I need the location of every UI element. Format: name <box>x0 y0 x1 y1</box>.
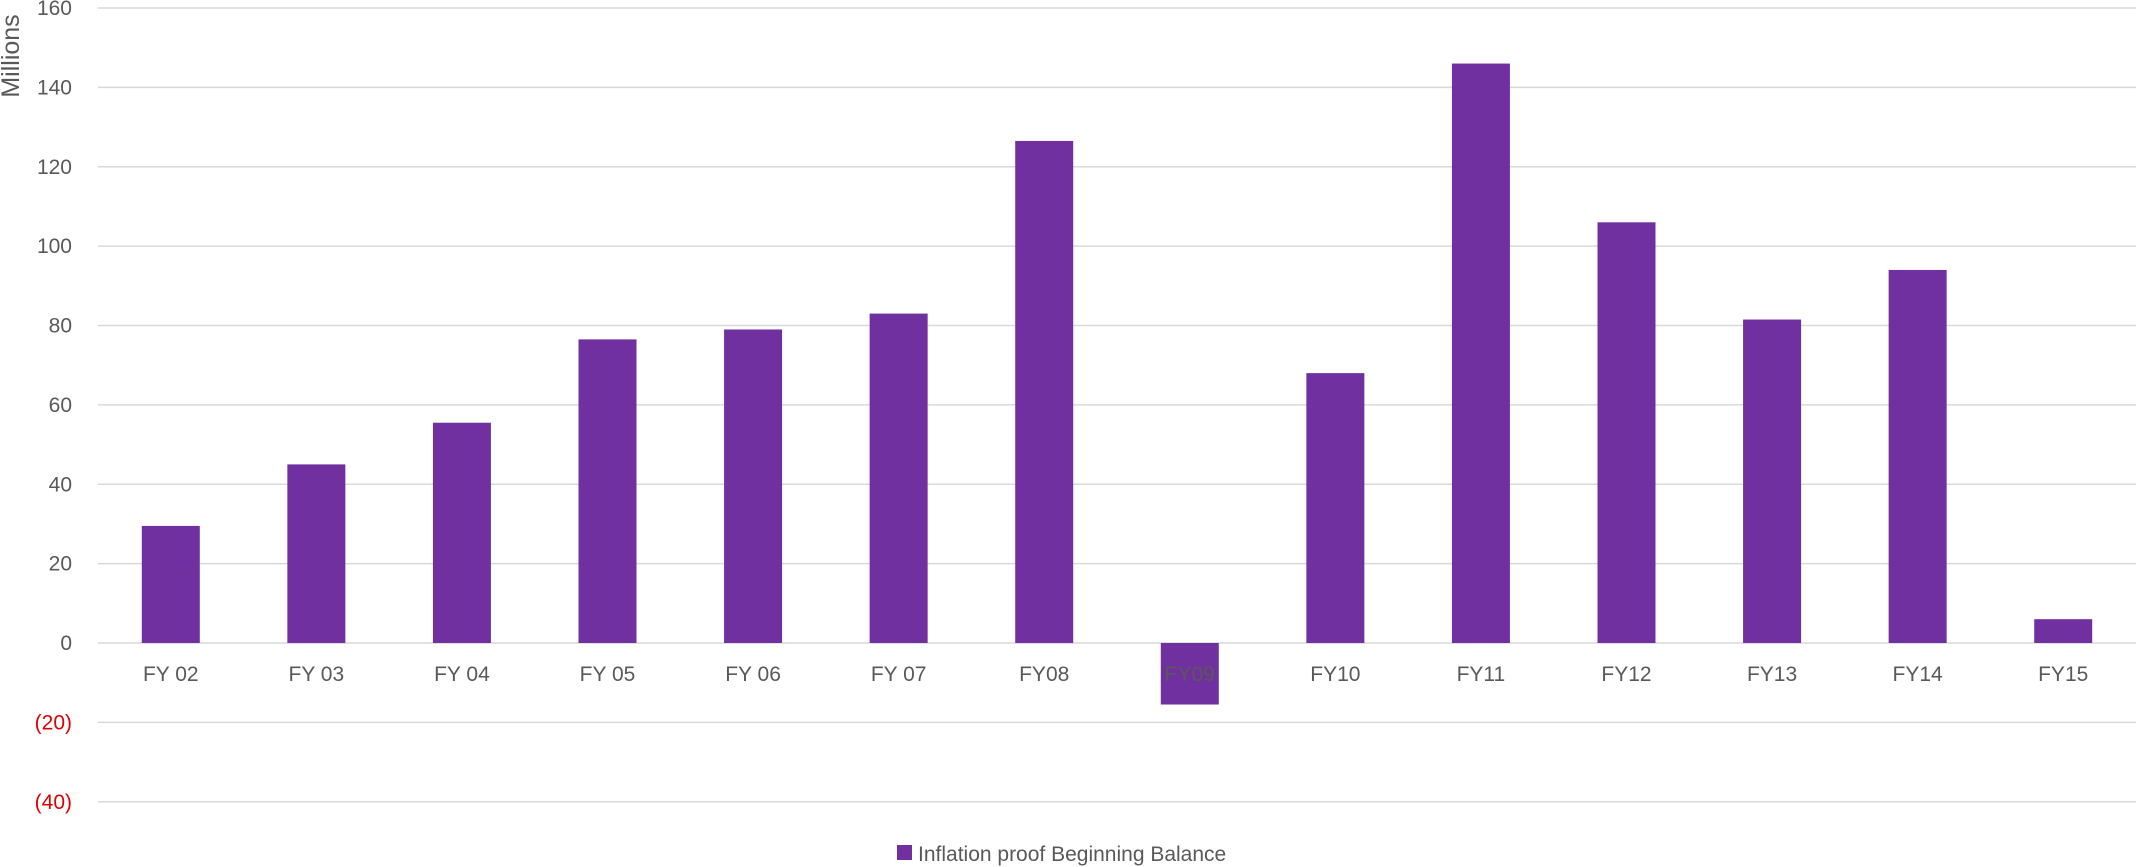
x-tick-label: FY 05 <box>580 663 636 686</box>
y-tick-label: 60 <box>49 394 72 417</box>
y-axis-label: Millions <box>0 14 25 97</box>
x-tick-label: FY10 <box>1310 663 1360 686</box>
y-tick-label: 100 <box>37 235 72 258</box>
y-tick-label: 40 <box>49 473 72 496</box>
y-axis-ticks: 160 140 120 100 80 60 40 20 0 (20) (40) <box>35 0 72 814</box>
legend-label: Inflation proof Beginning Balance <box>918 843 1226 866</box>
bar <box>578 339 637 643</box>
bar <box>141 525 200 643</box>
bar <box>1160 643 1219 705</box>
x-tick-label: FY 06 <box>725 663 781 686</box>
x-tick-label: FY 07 <box>871 663 927 686</box>
bar <box>1743 319 1802 643</box>
legend-swatch <box>897 845 912 860</box>
bar <box>287 464 346 643</box>
bar <box>1015 140 1074 643</box>
bar <box>1597 222 1656 643</box>
x-axis-ticks: FY 02 FY 03 FY 04 FY 05 FY 06 FY 07 FY08 FY09 FY… <box>143 663 2088 686</box>
x-tick-label: FY13 <box>1747 663 1797 686</box>
y-tick-label: 80 <box>49 315 72 338</box>
y-tick-label: (20) <box>35 711 72 734</box>
x-tick-label: FY 04 <box>434 663 490 686</box>
bar <box>432 422 491 643</box>
y-tick-label: 20 <box>49 553 72 576</box>
y-tick-label: 160 <box>37 0 72 20</box>
x-tick-label: FY 02 <box>143 663 199 686</box>
gridlines <box>98 7 2136 803</box>
x-tick-label: FY15 <box>2038 663 2088 686</box>
bar <box>1888 269 1947 643</box>
y-tick-label: 0 <box>60 632 72 655</box>
y-tick-label: (40) <box>35 791 72 814</box>
legend: Inflation proof Beginning Balance <box>897 843 1226 866</box>
x-tick-label: FY 03 <box>289 663 345 686</box>
y-tick-label: 120 <box>37 156 72 179</box>
x-tick-label: FY14 <box>1893 663 1944 686</box>
bar <box>2034 619 2093 643</box>
x-tick-label: FY12 <box>1601 663 1651 686</box>
bar <box>1306 373 1365 643</box>
bar <box>869 313 928 643</box>
bar <box>724 329 783 643</box>
y-tick-label: 140 <box>37 76 72 99</box>
x-tick-label: FY09 <box>1165 663 1215 686</box>
bar-series <box>141 63 2093 705</box>
bar <box>1451 63 1510 643</box>
x-tick-label: FY08 <box>1019 663 1069 686</box>
x-tick-label: FY11 <box>1457 663 1506 686</box>
